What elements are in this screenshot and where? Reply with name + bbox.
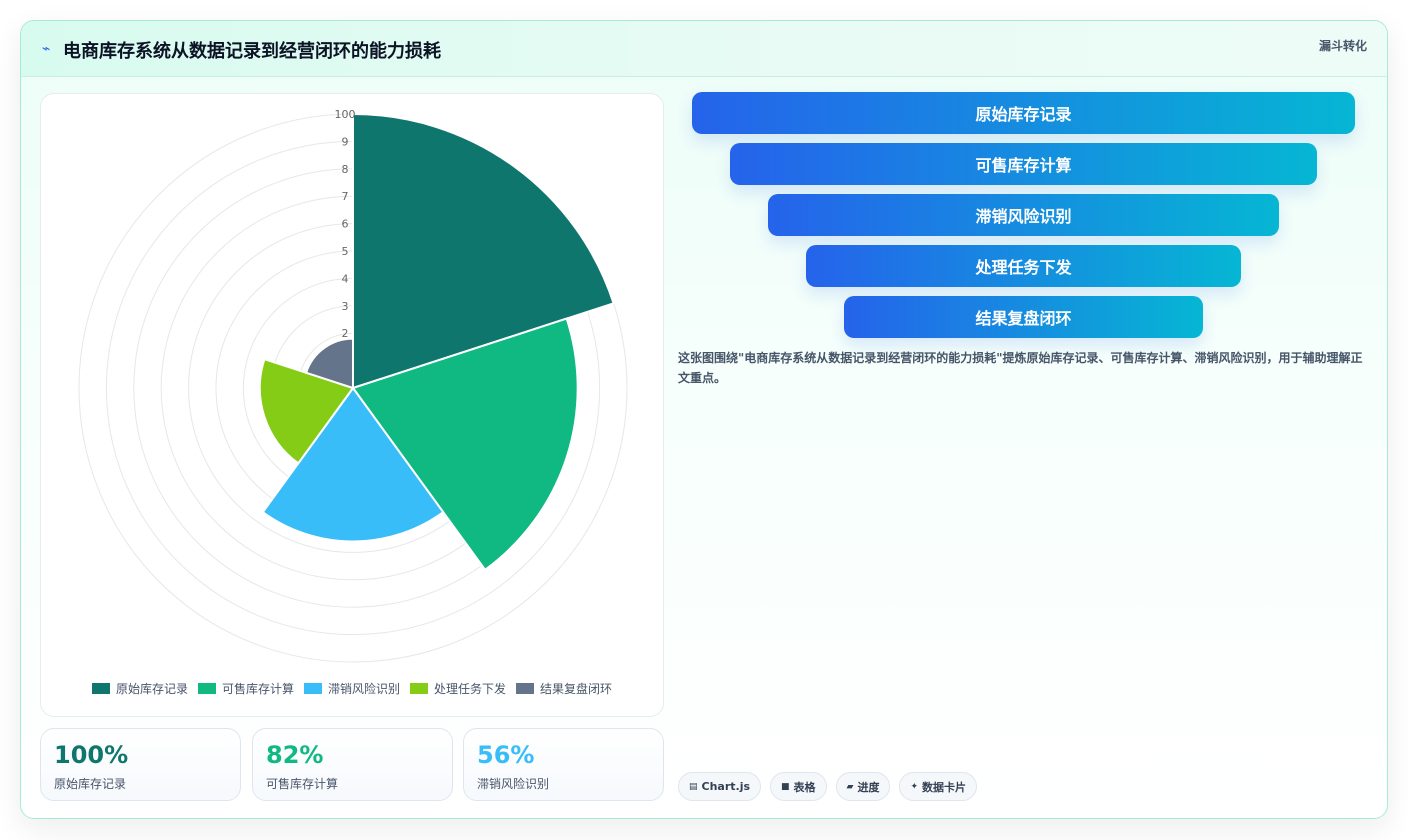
- r-tick-label: 9: [342, 135, 349, 148]
- chip-label: Chart.js: [701, 780, 751, 793]
- r-tick-label: 3: [342, 300, 349, 313]
- legend-label: 结果复盘闭环: [540, 681, 613, 696]
- chip-label: 表格: [793, 780, 816, 794]
- chip-data-card[interactable]: ✦ 数据卡片: [899, 772, 978, 801]
- polar-sector-3[interactable]: [261, 386, 445, 543]
- legend-label: 滞销风险识别: [327, 681, 400, 696]
- chart-icon: ▤: [689, 781, 698, 792]
- polar-area-chart: 100 9 8 7 6 5 4 3 2: [78, 108, 628, 663]
- r-tick-label: 100: [335, 108, 356, 121]
- main-card: ⌁ 电商库存系统从数据记录到经营闭环的能力损耗 漏斗转化 100 9 8 7 6 5 4 3 2…: [20, 20, 1388, 819]
- polar-area-chart-panel: 100 9 8 7 6 5 4 3 2 原始库存记录 可售库存计算 滞销风险识别 处理任务下发 结果复盘…: [40, 93, 664, 717]
- page-title: 电商库存系统从数据记录到经营闭环的能力损耗: [63, 41, 441, 62]
- chart-description: 这张图围绕"电商库存系统从数据记录到经营闭环的能力损耗"提炼原始库存记录、可售库…: [678, 351, 1363, 385]
- chart-legend: 原始库存记录 可售库存计算 滞销风险识别 处理任务下发 结果复盘闭环: [41, 680, 663, 696]
- sparkle-icon: ✦: [910, 781, 919, 792]
- legend-item[interactable]: 处理任务下发: [410, 680, 506, 697]
- legend-label: 原始库存记录: [115, 681, 188, 696]
- kpi-value: 100%: [54, 741, 129, 769]
- chart-type-tag: 漏斗转化: [1318, 39, 1367, 53]
- r-tick-label: 5: [342, 245, 349, 258]
- header: ⌁ 电商库存系统从数据记录到经营闭环的能力损耗 漏斗转化: [21, 21, 1387, 77]
- chip-table[interactable]: ■ 表格: [770, 772, 827, 801]
- kpi-value: 82%: [266, 741, 324, 769]
- polar-sector-5[interactable]: [304, 337, 354, 390]
- feature-chips: ▤ Chart.js ■ 表格 ▰ 进度 ✦ 数据卡片: [678, 772, 978, 801]
- legend-item[interactable]: 可售库存计算: [197, 680, 294, 697]
- legend-swatch: [410, 682, 428, 694]
- chip-label: 进度: [857, 780, 880, 794]
- polar-sector-2[interactable]: [351, 317, 579, 572]
- funnel-step-3: 滞销风险识别: [768, 194, 1279, 236]
- legend-label: 可售库存计算: [221, 681, 294, 696]
- chip-chartjs[interactable]: ▤ Chart.js: [678, 772, 762, 801]
- r-tick-label: 7: [342, 190, 349, 203]
- r-tick-label: 4: [342, 272, 349, 285]
- legend-swatch: [91, 682, 110, 694]
- funnel-step-5: 结果复盘闭环: [844, 296, 1203, 338]
- chip-label: 数据卡片: [922, 780, 967, 794]
- legend-swatch: [516, 682, 535, 694]
- legend-swatch: [303, 682, 322, 694]
- kpi-label: 滞销风险识别: [477, 777, 550, 791]
- progress-icon: ▰: [846, 781, 854, 792]
- kpi-value: 56%: [477, 741, 535, 769]
- polar-sector-1[interactable]: [352, 112, 615, 390]
- funnel-step-2: 可售库存计算: [730, 143, 1317, 185]
- chip-progress[interactable]: ▰ 进度: [835, 772, 891, 801]
- funnel-step-4: 处理任务下发: [806, 245, 1241, 287]
- legend-swatch: [197, 682, 216, 694]
- kpi-label: 原始库存记录: [54, 777, 127, 791]
- r-tick-label: 6: [342, 218, 349, 231]
- kpi-card-1: 100% 原始库存记录: [40, 728, 241, 801]
- legend-item[interactable]: 滞销风险识别: [303, 680, 400, 697]
- polar-sector-4[interactable]: [258, 357, 355, 465]
- legend-item[interactable]: 原始库存记录: [91, 680, 188, 697]
- table-icon: ■: [781, 781, 790, 792]
- kpi-card-2: 82% 可售库存计算: [252, 728, 453, 801]
- r-tick-label: 8: [342, 163, 349, 176]
- lightning-icon: ⌁: [42, 41, 51, 57]
- funnel-step-1: 原始库存记录: [692, 92, 1355, 134]
- legend-label: 处理任务下发: [434, 681, 507, 696]
- r-tick-label: 2: [342, 327, 349, 340]
- kpi-label: 可售库存计算: [266, 777, 339, 791]
- legend-item[interactable]: 结果复盘闭环: [516, 680, 612, 697]
- kpi-card-3: 56% 滞销风险识别: [463, 728, 664, 801]
